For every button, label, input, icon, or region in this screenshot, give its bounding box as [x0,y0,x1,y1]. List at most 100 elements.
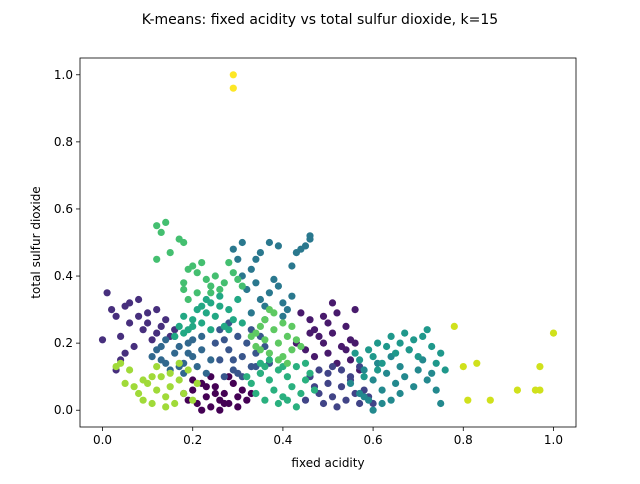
data-point-cluster-0-5 [207,403,215,411]
data-point-cluster-0-19 [234,403,242,411]
data-point-cluster-7-6 [378,386,386,394]
data-point-cluster-11-21 [193,289,201,297]
data-point-cluster-8-15 [423,326,431,334]
data-point-cluster-7-16 [423,376,431,384]
data-point-cluster-14-7 [536,363,544,371]
data-point-cluster-13-18 [112,363,120,371]
data-point-cluster-6-8 [265,289,273,297]
data-point-cluster-9-14 [234,295,242,304]
data-point-cluster-10-12 [301,376,310,384]
data-point-cluster-11-10 [202,275,210,283]
data-point-cluster-13-11 [171,399,179,408]
data-point-cluster-12-16 [252,329,260,337]
data-point-cluster-0-22 [211,389,219,398]
data-point-cluster-13-2 [130,383,138,391]
data-point-cluster-11-7 [189,262,197,270]
data-point-cluster-3-3 [328,393,337,401]
data-point-cluster-12-8 [283,332,291,340]
data-point-cluster-4-20 [229,356,237,364]
data-point-cluster-3-6 [342,396,350,404]
data-point-cluster-8-10 [401,329,409,337]
data-point-cluster-6-9 [270,275,278,283]
data-point-cluster-2-23 [108,306,116,314]
data-point-cluster-5-5 [175,342,183,351]
data-point-cluster-9-13 [229,316,237,324]
data-point-cluster-13-16 [193,379,201,387]
data-point-cluster-7-4 [369,376,377,384]
data-point-cluster-12-15 [288,322,296,330]
x-tick-label: 0.4 [273,433,292,447]
data-point-cluster-14-2 [464,396,472,404]
data-point-cluster-7-19 [437,399,445,408]
x-tick-label: 0.8 [454,433,473,447]
data-point-cluster-10-21 [243,373,251,381]
data-point-cluster-8-4 [374,339,382,347]
data-point-cluster-5-2 [162,336,170,344]
data-point-cluster-11-0 [153,255,161,263]
data-point-cluster-13-15 [189,396,197,404]
data-point-cluster-5-16 [189,336,197,344]
data-point-cluster-8-19 [441,366,449,374]
data-point-cluster-13-14 [184,366,192,374]
data-point-cluster-13-4 [139,396,147,404]
data-point-cluster-7-10 [396,363,404,371]
y-tick-label: 0.8 [54,135,73,149]
data-point-cluster-11-19 [180,279,188,287]
data-point-cluster-1-19 [319,312,328,320]
data-point-cluster-3-9 [356,399,364,408]
data-point-cluster-2-18 [126,299,134,307]
data-point-cluster-11-13 [216,285,224,294]
data-point-cluster-7-23 [369,406,377,414]
data-point-cluster-9-9 [211,312,219,320]
data-point-cluster-12-3 [261,336,269,344]
data-point-cluster-11-12 [211,272,219,280]
data-point-cluster-12-18 [283,359,291,367]
data-point-cluster-12-10 [292,336,300,344]
data-point-cluster-8-11 [405,346,413,354]
data-point-cluster-9-20 [216,292,224,300]
data-point-cluster-12-2 [256,322,264,330]
data-point-cluster-9-15 [238,319,246,327]
data-point-cluster-3-16 [337,366,346,374]
data-point-cluster-0-11 [234,393,242,401]
data-point-cluster-13-22 [175,359,183,367]
data-point-cluster-8-6 [383,342,391,351]
data-point-cluster-7-0 [346,379,355,387]
data-point-cluster-14-5 [513,386,522,394]
data-point-cluster-11-24 [180,285,188,294]
data-point-cluster-5-17 [198,332,206,340]
data-point-cluster-2-2 [117,332,125,340]
data-point-cluster-12-19 [265,306,273,314]
data-point-cluster-3-19 [301,396,310,404]
data-point-cluster-15-0 [229,71,237,79]
data-point-cluster-2-19 [135,312,143,320]
data-point-cluster-2-8 [144,309,152,317]
data-point-cluster-6-6 [256,295,264,304]
data-point-cluster-5-18 [148,353,156,361]
data-point-cluster-15-1 [229,84,237,92]
data-point-cluster-8-5 [378,359,386,367]
data-point-cluster-10-17 [274,399,282,408]
y-axis: 0.0 0.2 0.4 0.6 0.8 1.0 [54,68,80,417]
data-point-cluster-10-14 [310,386,319,394]
data-point-cluster-1-9 [342,322,350,330]
data-point-cluster-9-7 [202,309,210,317]
data-point-cluster-11-16 [229,269,237,277]
data-point-cluster-11-22 [207,289,215,297]
data-point-cluster-9-22 [202,295,210,304]
data-point-cluster-8-14 [419,332,427,340]
data-point-cluster-13-13 [180,389,188,398]
data-point-cluster-11-9 [198,259,206,267]
data-point-cluster-7-14 [414,366,422,374]
data-point-cluster-1-16 [346,356,355,364]
data-point-cluster-10-4 [265,376,273,384]
data-point-cluster-4-7 [243,339,251,347]
data-point-cluster-1-13 [310,353,319,361]
data-point-cluster-5-12 [207,356,215,364]
data-point-cluster-10-13 [306,369,314,377]
data-point-cluster-7-18 [432,386,440,394]
y-tick-label: 0.6 [54,202,73,216]
data-point-cluster-3-15 [324,369,332,377]
data-point-cluster-2-4 [126,319,134,327]
